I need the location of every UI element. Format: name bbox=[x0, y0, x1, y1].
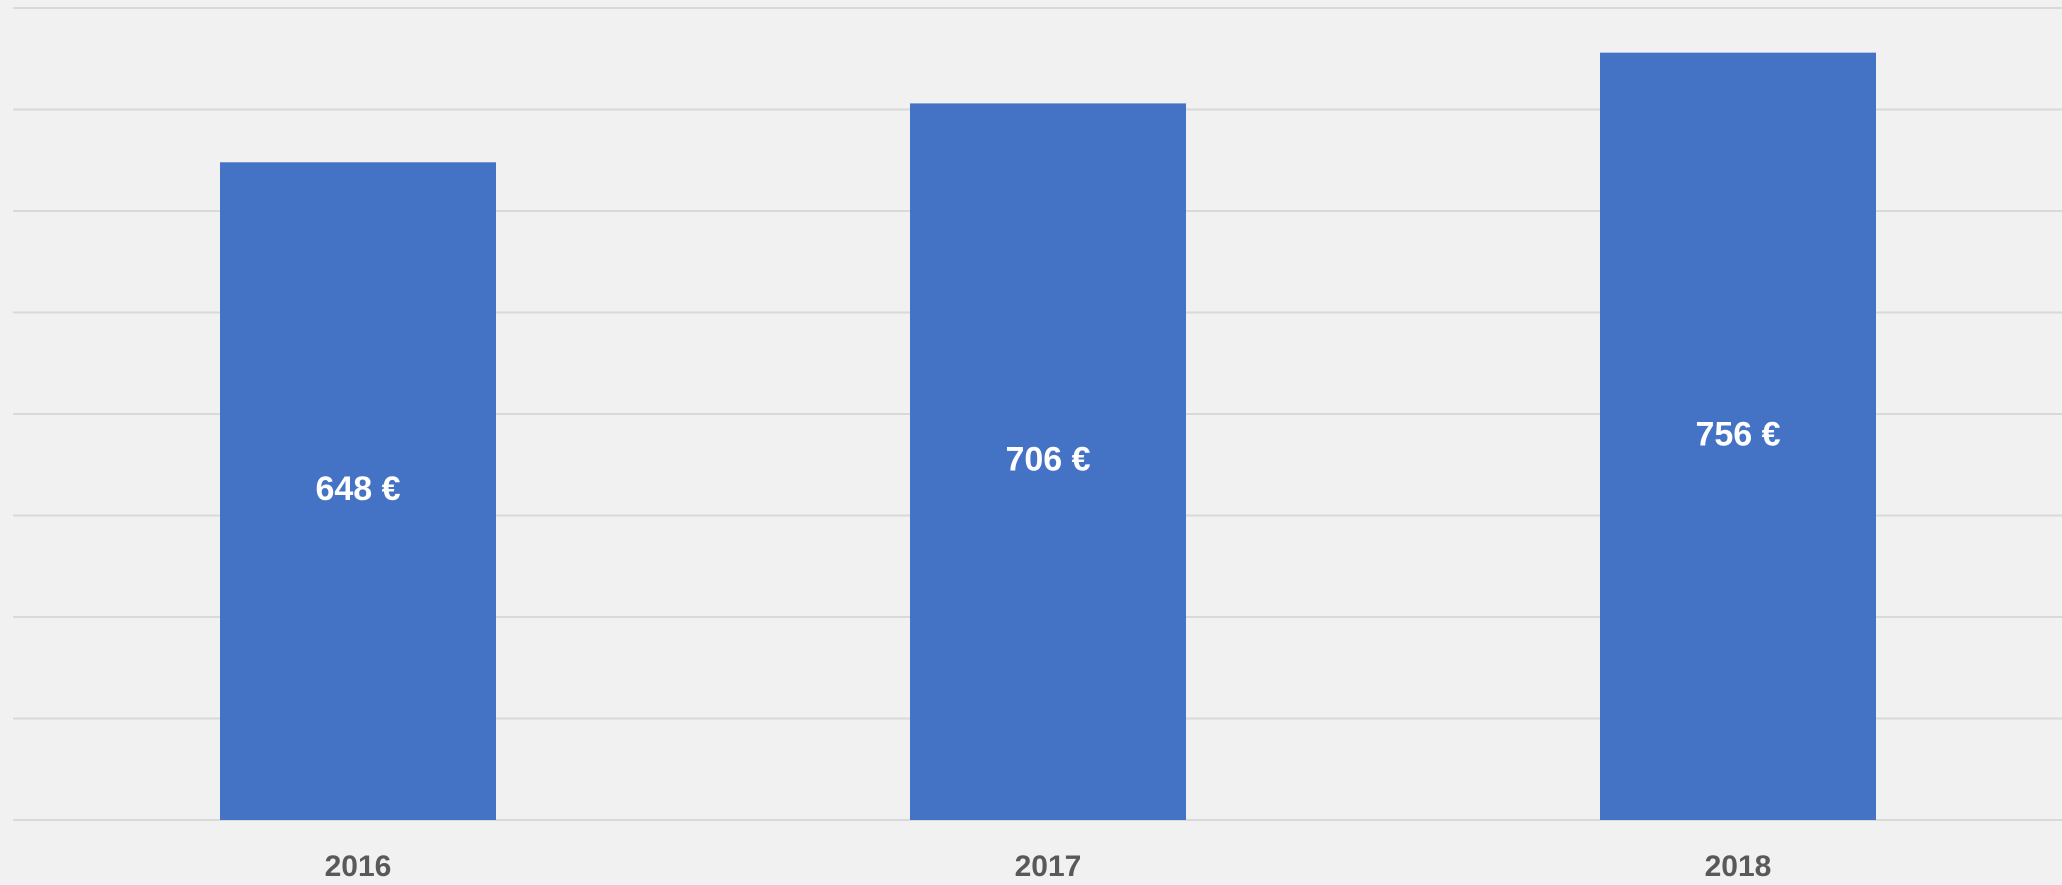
data-label: 648 € bbox=[315, 470, 400, 508]
x-tick-label: 2018 bbox=[1705, 850, 1772, 883]
x-tick-label: 2017 bbox=[1015, 850, 1082, 883]
data-label: 756 € bbox=[1695, 415, 1780, 453]
bar bbox=[910, 103, 1186, 820]
bar bbox=[1600, 52, 1876, 821]
data-label: 706 € bbox=[1005, 441, 1090, 479]
x-tick-label: 2016 bbox=[325, 850, 392, 883]
bar bbox=[220, 162, 496, 820]
